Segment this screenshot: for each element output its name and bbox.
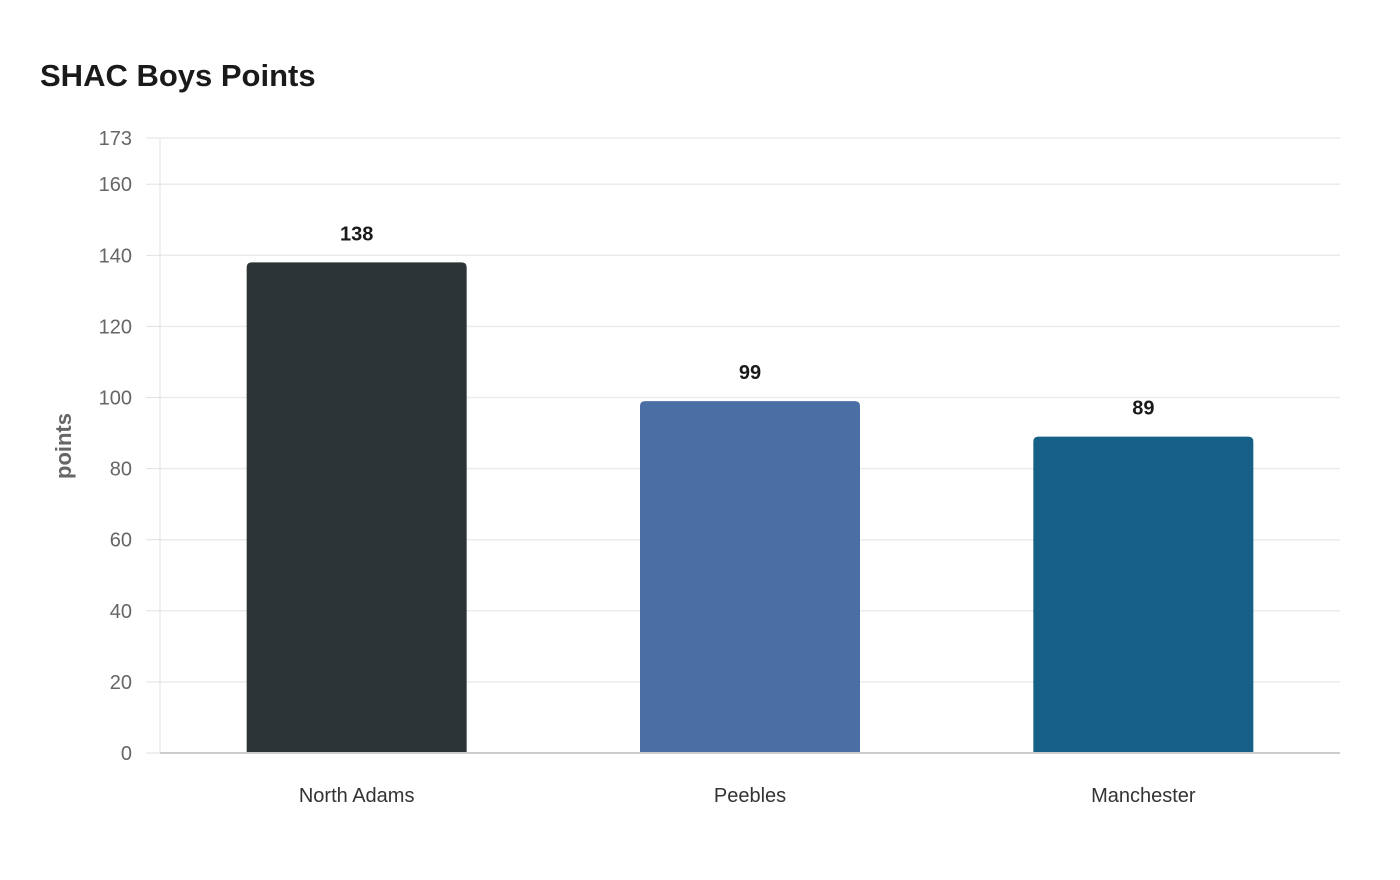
y-tick-label: 173 — [99, 128, 132, 150]
y-tick-label: 0 — [121, 743, 132, 765]
y-tick-label: 120 — [99, 316, 132, 338]
value-label: 138 — [340, 223, 373, 245]
y-axis-ticks: 0 20 40 60 80 100 120 140 160 173 — [99, 128, 132, 765]
bar-peebles — [640, 401, 860, 753]
bar-manchester — [1033, 436, 1254, 753]
chart-title: SHAC Boys Points — [40, 58, 316, 93]
y-tick-label: 100 — [99, 388, 132, 410]
y-tick-label: 160 — [99, 174, 132, 196]
bar-north-adams — [246, 262, 467, 753]
y-tick-label: 20 — [110, 672, 132, 694]
y-tick-label: 140 — [99, 245, 132, 267]
y-tick-label: 60 — [110, 530, 132, 552]
x-category-label: Manchester — [1091, 785, 1196, 807]
y-axis-title: points — [51, 413, 76, 479]
value-label: 99 — [739, 362, 761, 384]
x-category-label: North Adams — [299, 785, 415, 807]
bars — [246, 262, 1254, 753]
x-category-label: Peebles — [714, 785, 786, 807]
x-axis-categories: North Adams Peebles Manchester — [299, 785, 1196, 807]
y-tick-label: 80 — [110, 459, 132, 481]
value-labels: 138 99 89 — [340, 223, 1154, 419]
y-tick-label: 40 — [110, 601, 132, 623]
value-label: 89 — [1132, 398, 1154, 420]
